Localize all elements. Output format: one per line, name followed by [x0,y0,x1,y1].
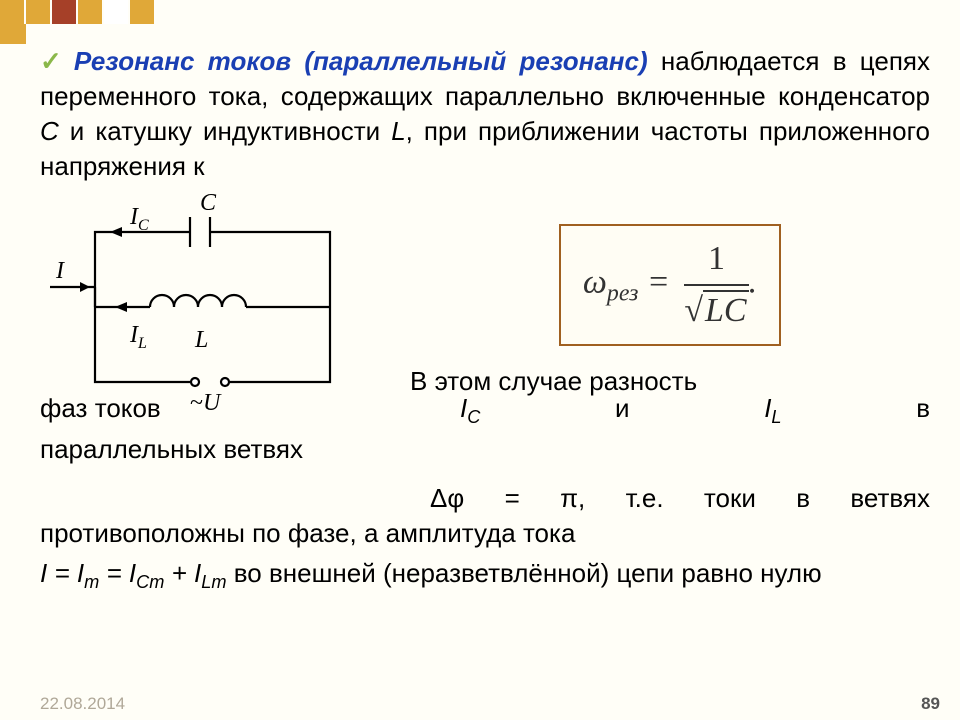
svg-text:IL: IL [129,322,147,352]
delta-text: Δφ = π, т.е. токи в ветвях противоположн… [40,483,930,548]
decor-top-strip [0,0,960,28]
phase-IL: IL [764,391,781,430]
amp-tail: во внешней (неразветвлённой) цепи равно … [227,558,822,588]
intro-text-2: и катушку индуктивности [59,116,391,146]
amp-Lm: Lm [201,572,226,592]
term-paren: (параллельный резонанс) [304,46,647,76]
sqrt-sign: √ [684,292,703,329]
svg-text:L: L [194,327,208,353]
decor-square [0,0,24,24]
slide-footer: 22.08.2014 89 [40,694,940,714]
phase-right: IC и IL в [460,391,930,430]
amp-m: m [84,572,99,592]
symbol-L: L [391,116,405,146]
svg-text:I: I [55,258,65,284]
footer-page: 89 [921,694,940,714]
amplitude-line: I = Im = ICm + ILm во внешней (неразветв… [40,556,930,595]
decor-square [130,0,154,24]
decor-square [104,0,128,24]
decor-side-block [0,24,26,44]
amp-Cm: Cm [136,572,164,592]
branches-line: параллельных ветвях [40,432,930,467]
resonance-formula: ωрез = 1 √LC . [559,224,781,346]
delta-phi-line: Δφ = π, т.е. токи в ветвях противоположн… [40,481,930,551]
decor-square [26,0,50,24]
footer-date: 22.08.2014 [40,694,125,714]
intro-paragraph: ✓Резонанс токов (параллельный резонанс) … [40,44,930,184]
formula-fraction: 1 √LC [684,236,748,334]
phase-left: фаз токов [40,391,161,430]
decor-square [78,0,102,24]
formula-numerator: 1 [684,236,748,286]
svg-text:C: C [200,192,217,216]
formula-LC: LC [703,290,749,329]
amp-I: I = I [40,558,84,588]
phase-and: и [615,391,630,430]
term-resonance: Резонанс токов [74,46,291,76]
formula-column: ωрез = 1 √LC . В этом случае разность [410,224,930,399]
decor-square [52,0,76,24]
phase-IL-sub: L [771,408,781,428]
formula-denominator: √LC [684,286,748,334]
phase-IC-sub: C [467,408,480,428]
phase-IC: IC [460,391,480,430]
formula-omega-sub: рез [607,281,638,307]
symbol-C: C [40,116,59,146]
slide-content: ✓Резонанс токов (параллельный резонанс) … [40,44,930,700]
svg-text:~U: ~U [190,390,222,416]
formula-eq: = [638,264,678,301]
formula-dot: . [749,264,758,301]
amp-plus: + I [164,558,201,588]
phase-v: в [916,391,930,430]
amp-eq2: = I [99,558,136,588]
svg-text:IC: IC [129,204,149,234]
check-icon: ✓ [40,46,68,76]
formula-omega: ω [583,264,607,301]
